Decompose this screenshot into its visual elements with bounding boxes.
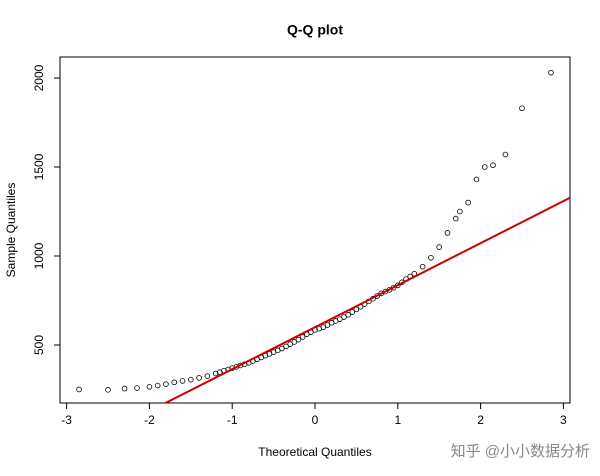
point — [473, 176, 480, 183]
point — [349, 309, 356, 315]
point — [283, 343, 289, 350]
point — [345, 311, 351, 318]
point — [171, 379, 178, 386]
point — [134, 385, 140, 391]
point — [481, 164, 488, 170]
x-tick-label: -2 — [144, 413, 155, 427]
chart-title: Q-Q plot — [287, 22, 343, 38]
point — [465, 199, 471, 206]
point — [428, 254, 434, 261]
y-tick-label: 500 — [32, 335, 46, 355]
point — [519, 105, 525, 112]
point — [436, 244, 442, 250]
point — [146, 384, 153, 390]
reference-line — [163, 196, 570, 403]
point — [204, 373, 211, 379]
x-tick-label: -1 — [227, 413, 238, 427]
point — [324, 322, 331, 328]
point — [490, 162, 496, 169]
x-tick-label: 1 — [394, 413, 401, 427]
point — [76, 386, 82, 393]
point — [419, 263, 426, 270]
point — [452, 215, 459, 222]
point — [154, 382, 161, 389]
point — [188, 376, 194, 383]
point — [163, 381, 169, 387]
point — [502, 151, 509, 158]
point — [444, 230, 451, 236]
y-tick-label: 1000 — [32, 242, 46, 269]
x-tick-label: 0 — [312, 413, 319, 427]
plot-frame — [59, 56, 571, 404]
point — [457, 208, 463, 215]
point — [295, 336, 302, 343]
x-tick-label: 2 — [477, 413, 484, 427]
y-axis-label: Sample Quantiles — [4, 183, 18, 278]
x-tick-label: 3 — [560, 413, 567, 427]
point — [341, 314, 347, 320]
point — [196, 375, 202, 381]
point — [179, 378, 186, 384]
point — [548, 69, 554, 76]
point — [121, 385, 128, 392]
point — [291, 339, 298, 345]
y-tick-label: 1500 — [32, 153, 46, 180]
point — [105, 387, 111, 393]
x-tick-label: -3 — [61, 413, 72, 427]
y-tick-label: 2000 — [32, 64, 46, 91]
x-axis-label: Theoretical Quantiles — [258, 445, 371, 459]
watermark: 知乎 @小小数据分析 — [451, 443, 590, 460]
